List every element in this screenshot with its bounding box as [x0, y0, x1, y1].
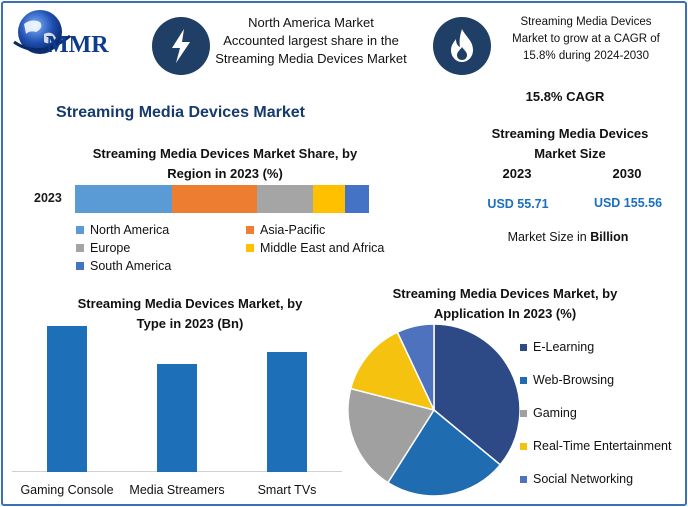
type-bar-gaming-console [47, 326, 87, 472]
type-bar-media-streamers [157, 363, 197, 472]
pie-slice-social-networking [396, 323, 435, 411]
market-size-unit: Market Size in Billion [478, 230, 658, 244]
pie-slice-e-learning [433, 323, 521, 466]
application-legend-gaming: Gaming [520, 406, 577, 420]
region-bar-segment-south-america [345, 185, 369, 213]
type-chart-title-line-1: Streaming Media Devices Market, by [77, 296, 303, 311]
region-legend-europe: Europe [76, 241, 130, 255]
type-category-labels: Gaming Console Media Streamers Smart TVs [12, 483, 342, 501]
flame-icon-circle [433, 17, 491, 75]
year-2023: 2023 [502, 166, 532, 181]
region-legend-middle-east-and-africa: Middle East and Africa [246, 241, 384, 255]
flame-icon [451, 29, 473, 62]
application-legend: E-Learning Web-Browsing Gaming Real-Time En… [520, 340, 686, 500]
logo-text: MMR [46, 32, 109, 58]
page-title: Streaming Media Devices Market [56, 104, 305, 121]
globe-icon [13, 10, 71, 54]
region-bar-segment-asia-pacific [172, 185, 258, 213]
application-chart-title-line-2: Application In 2023 (%) [433, 306, 577, 321]
type-chart-title-line-2: Type in 2023 (Bn) [136, 316, 244, 331]
lightning-icon-circle [152, 17, 210, 75]
type-bar-smart-tvs [267, 352, 307, 472]
value-2030: USD 155.56 [593, 196, 663, 210]
market-size-title-line-1: Streaming Media Devices [491, 126, 649, 141]
type-bar-chart [12, 326, 342, 472]
legend-label: North America [90, 223, 170, 237]
type-chart-title: Streaming Media Devices Market, by Type … [40, 294, 340, 334]
region-legend-asia-pacific: Asia-Pacific [246, 223, 325, 237]
legend-swatch [520, 442, 527, 450]
application-pie-chart [347, 323, 521, 497]
value-2023: USD 55.71 [487, 197, 549, 211]
legend-swatch [246, 226, 254, 234]
highlight-2-line-1: Streaming Media Devices [520, 16, 652, 28]
legend-swatch [520, 376, 527, 384]
year-2030: 2030 [612, 166, 642, 181]
region-bar-segment-north-america [75, 185, 173, 213]
legend-label: Middle East and Africa [260, 241, 385, 255]
region-category-label: 2023 [34, 191, 62, 205]
legend-swatch [76, 262, 84, 270]
highlight-2-line-3: 15.8% during 2024-2030 [523, 50, 649, 62]
market-size-title: Streaming Media Devices Market Size [470, 124, 670, 164]
region-bar-segment-middle-east-and-africa [313, 185, 346, 213]
region-chart-title: Streaming Media Devices Market Share, by… [60, 144, 390, 184]
region-chart-title-line-2: Region in 2023 (%) [167, 166, 283, 181]
application-legend-real-time-entertainment: Real-Time Entertainment [520, 439, 671, 453]
legend-label: Europe [90, 241, 131, 255]
application-legend-e-learning: E-Learning [520, 340, 594, 354]
legend-label: South America [90, 259, 172, 273]
legend-swatch [246, 244, 254, 252]
application-chart-title: Streaming Media Devices Market, by Appli… [370, 284, 640, 324]
region-stacked-bar [75, 185, 369, 213]
legend-label: Real-Time Entertainment [533, 439, 672, 453]
legend-swatch [520, 475, 527, 483]
legend-swatch [76, 244, 84, 252]
highlight-1-line-3: Streaming Media Devices Market [215, 51, 407, 66]
highlight-1-line-2: Accounted largest share in the [223, 33, 399, 48]
unit-prefix: Market Size in [507, 230, 591, 244]
lightning-icon [172, 29, 190, 63]
highlight-2: Streaming Media Devices Market to grow a… [496, 14, 676, 65]
type-label-smart-tvs: Smart TVs [257, 483, 317, 497]
legend-swatch [520, 409, 527, 417]
application-legend-social-networking: Social Networking [520, 472, 633, 486]
region-legend: North America Asia-Pacific Europe Middle Ea… [76, 223, 396, 279]
unit-bold: Billion [590, 230, 629, 244]
legend-label: E-Learning [533, 340, 595, 354]
pie-slice-web-browsing [386, 408, 502, 497]
cagr-label: 15.8% CAGR [525, 89, 605, 104]
region-chart-title-line-1: Streaming Media Devices Market Share, by [92, 146, 358, 161]
application-legend-web-browsing: Web-Browsing [520, 373, 614, 387]
mmr-logo: MMR [10, 8, 140, 64]
legend-swatch [76, 226, 84, 234]
legend-label: Social Networking [533, 472, 634, 486]
region-legend-south-america: South America [76, 259, 171, 273]
market-size-title-line-2: Market Size [534, 146, 606, 161]
legend-label: Asia-Pacific [260, 223, 326, 237]
pie-slice-real-time-entertainment [349, 331, 436, 412]
highlight-1-line-1: North America Market [248, 15, 374, 30]
type-label-media-streamers: Media Streamers [129, 483, 225, 497]
type-label-gaming-console: Gaming Console [20, 483, 114, 497]
legend-label: Gaming [533, 406, 577, 420]
legend-swatch [520, 343, 527, 351]
region-legend-north-america: North America [76, 223, 169, 237]
legend-label: Web-Browsing [533, 373, 615, 387]
highlight-1: North America Market Accounted largest s… [208, 14, 414, 68]
highlight-2-line-2: Market to grow at a CAGR of [512, 33, 660, 45]
application-chart-title-line-1: Streaming Media Devices Market, by [392, 286, 618, 301]
region-bar-segment-europe [257, 185, 314, 213]
pie-slice-gaming [347, 387, 436, 484]
